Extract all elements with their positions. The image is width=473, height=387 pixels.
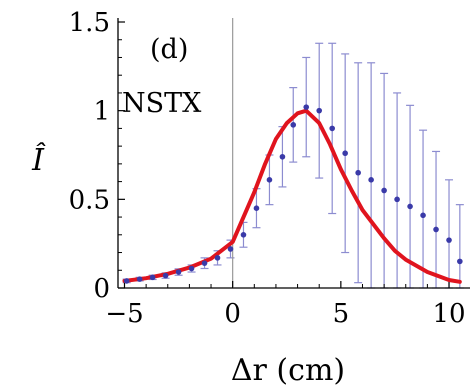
device-label: NSTX [122, 88, 202, 119]
data-point [433, 226, 439, 233]
x-tick-label: 10 [432, 299, 465, 329]
panel-label: (d) [150, 34, 188, 65]
data-point [355, 169, 361, 176]
data-point [368, 177, 374, 183]
data-point [329, 125, 335, 132]
data-point [446, 237, 452, 243]
data-point [136, 276, 143, 282]
data-point [240, 232, 247, 238]
data-point [316, 107, 323, 114]
data-point [214, 255, 221, 261]
data-point [394, 196, 400, 203]
data-point [457, 258, 463, 265]
x-tick-label: 5 [333, 299, 350, 329]
data-point [303, 104, 310, 110]
data-point [175, 269, 182, 275]
data-point [253, 205, 260, 211]
data-point [201, 260, 208, 266]
y-tick-label: 1 [93, 97, 110, 127]
data-point [149, 274, 156, 281]
data-point [381, 187, 387, 194]
data-point [420, 212, 426, 219]
y-tick-label: 1.5 [69, 8, 110, 38]
data-point [407, 203, 413, 210]
data-point [162, 272, 169, 279]
data-point [279, 153, 286, 160]
data-point [123, 278, 130, 284]
data-point [188, 265, 195, 272]
x-axis-label: Δr (cm) [231, 353, 345, 387]
x-tick-label: 0 [224, 299, 241, 329]
errorbars-layer [122, 42, 464, 289]
data-point [342, 150, 348, 157]
y-tick-label: 0 [93, 274, 110, 304]
data-point [227, 246, 234, 252]
y-axis-label: Î [31, 142, 46, 178]
data-point [290, 122, 297, 128]
points-layer [123, 104, 463, 284]
y-tick-label: 0.5 [69, 185, 110, 215]
x-tick-label: −5 [105, 299, 143, 329]
data-point [266, 177, 273, 183]
